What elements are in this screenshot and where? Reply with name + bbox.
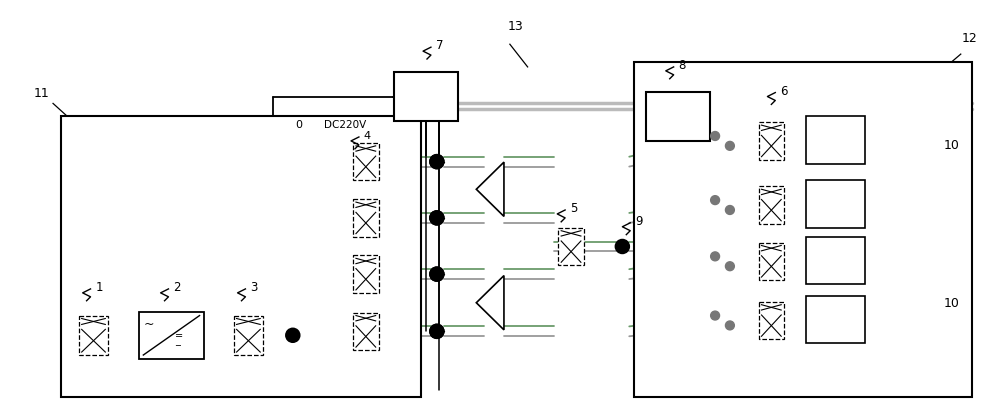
Circle shape [725,321,734,330]
Text: ~: ~ [143,317,154,330]
Circle shape [430,324,444,338]
Circle shape [430,267,444,281]
Bar [806,236,865,284]
Text: 10: 10 [944,296,960,310]
Polygon shape [476,162,504,216]
Circle shape [430,211,444,225]
Bar [79,316,108,355]
Bar [759,122,784,160]
Text: 2: 2 [173,281,181,294]
Bar [646,92,710,141]
Circle shape [711,252,720,261]
Circle shape [725,141,734,150]
Bar [759,302,784,339]
Bar [759,243,784,280]
Text: 5: 5 [570,202,577,215]
Text: =: = [175,331,184,341]
Bar [61,116,421,397]
Circle shape [711,131,720,141]
Text: 10: 10 [944,139,960,152]
Text: 7: 7 [436,39,443,52]
Circle shape [430,211,444,225]
Bar [353,255,379,293]
Bar [353,313,379,350]
Bar [558,228,584,265]
Bar [139,311,204,359]
Circle shape [430,155,444,168]
Circle shape [711,311,720,320]
Text: 13: 13 [508,20,524,33]
Bar [634,62,972,397]
Text: DC220V: DC220V [324,120,367,130]
Text: 1: 1 [95,281,103,294]
Bar [806,181,865,228]
Text: 11: 11 [33,86,49,100]
Text: _: _ [175,336,180,346]
Circle shape [711,196,720,205]
Text: 6: 6 [780,85,788,98]
Circle shape [615,240,629,254]
Bar [759,186,784,224]
Circle shape [430,155,444,168]
Bar [234,316,263,355]
Bar [806,296,865,343]
Circle shape [725,262,734,271]
Circle shape [725,206,734,214]
Circle shape [430,324,444,338]
Polygon shape [476,276,504,330]
Text: 12: 12 [962,32,978,45]
Text: 9: 9 [635,215,643,228]
Text: 3: 3 [250,281,258,294]
Text: 0: 0 [295,120,302,130]
Bar [353,143,379,181]
Bar [353,199,379,236]
Bar [806,116,865,163]
Text: 8: 8 [679,59,686,72]
Circle shape [430,267,444,281]
Bar [394,72,458,121]
Circle shape [286,328,300,342]
Text: 4: 4 [364,131,371,141]
